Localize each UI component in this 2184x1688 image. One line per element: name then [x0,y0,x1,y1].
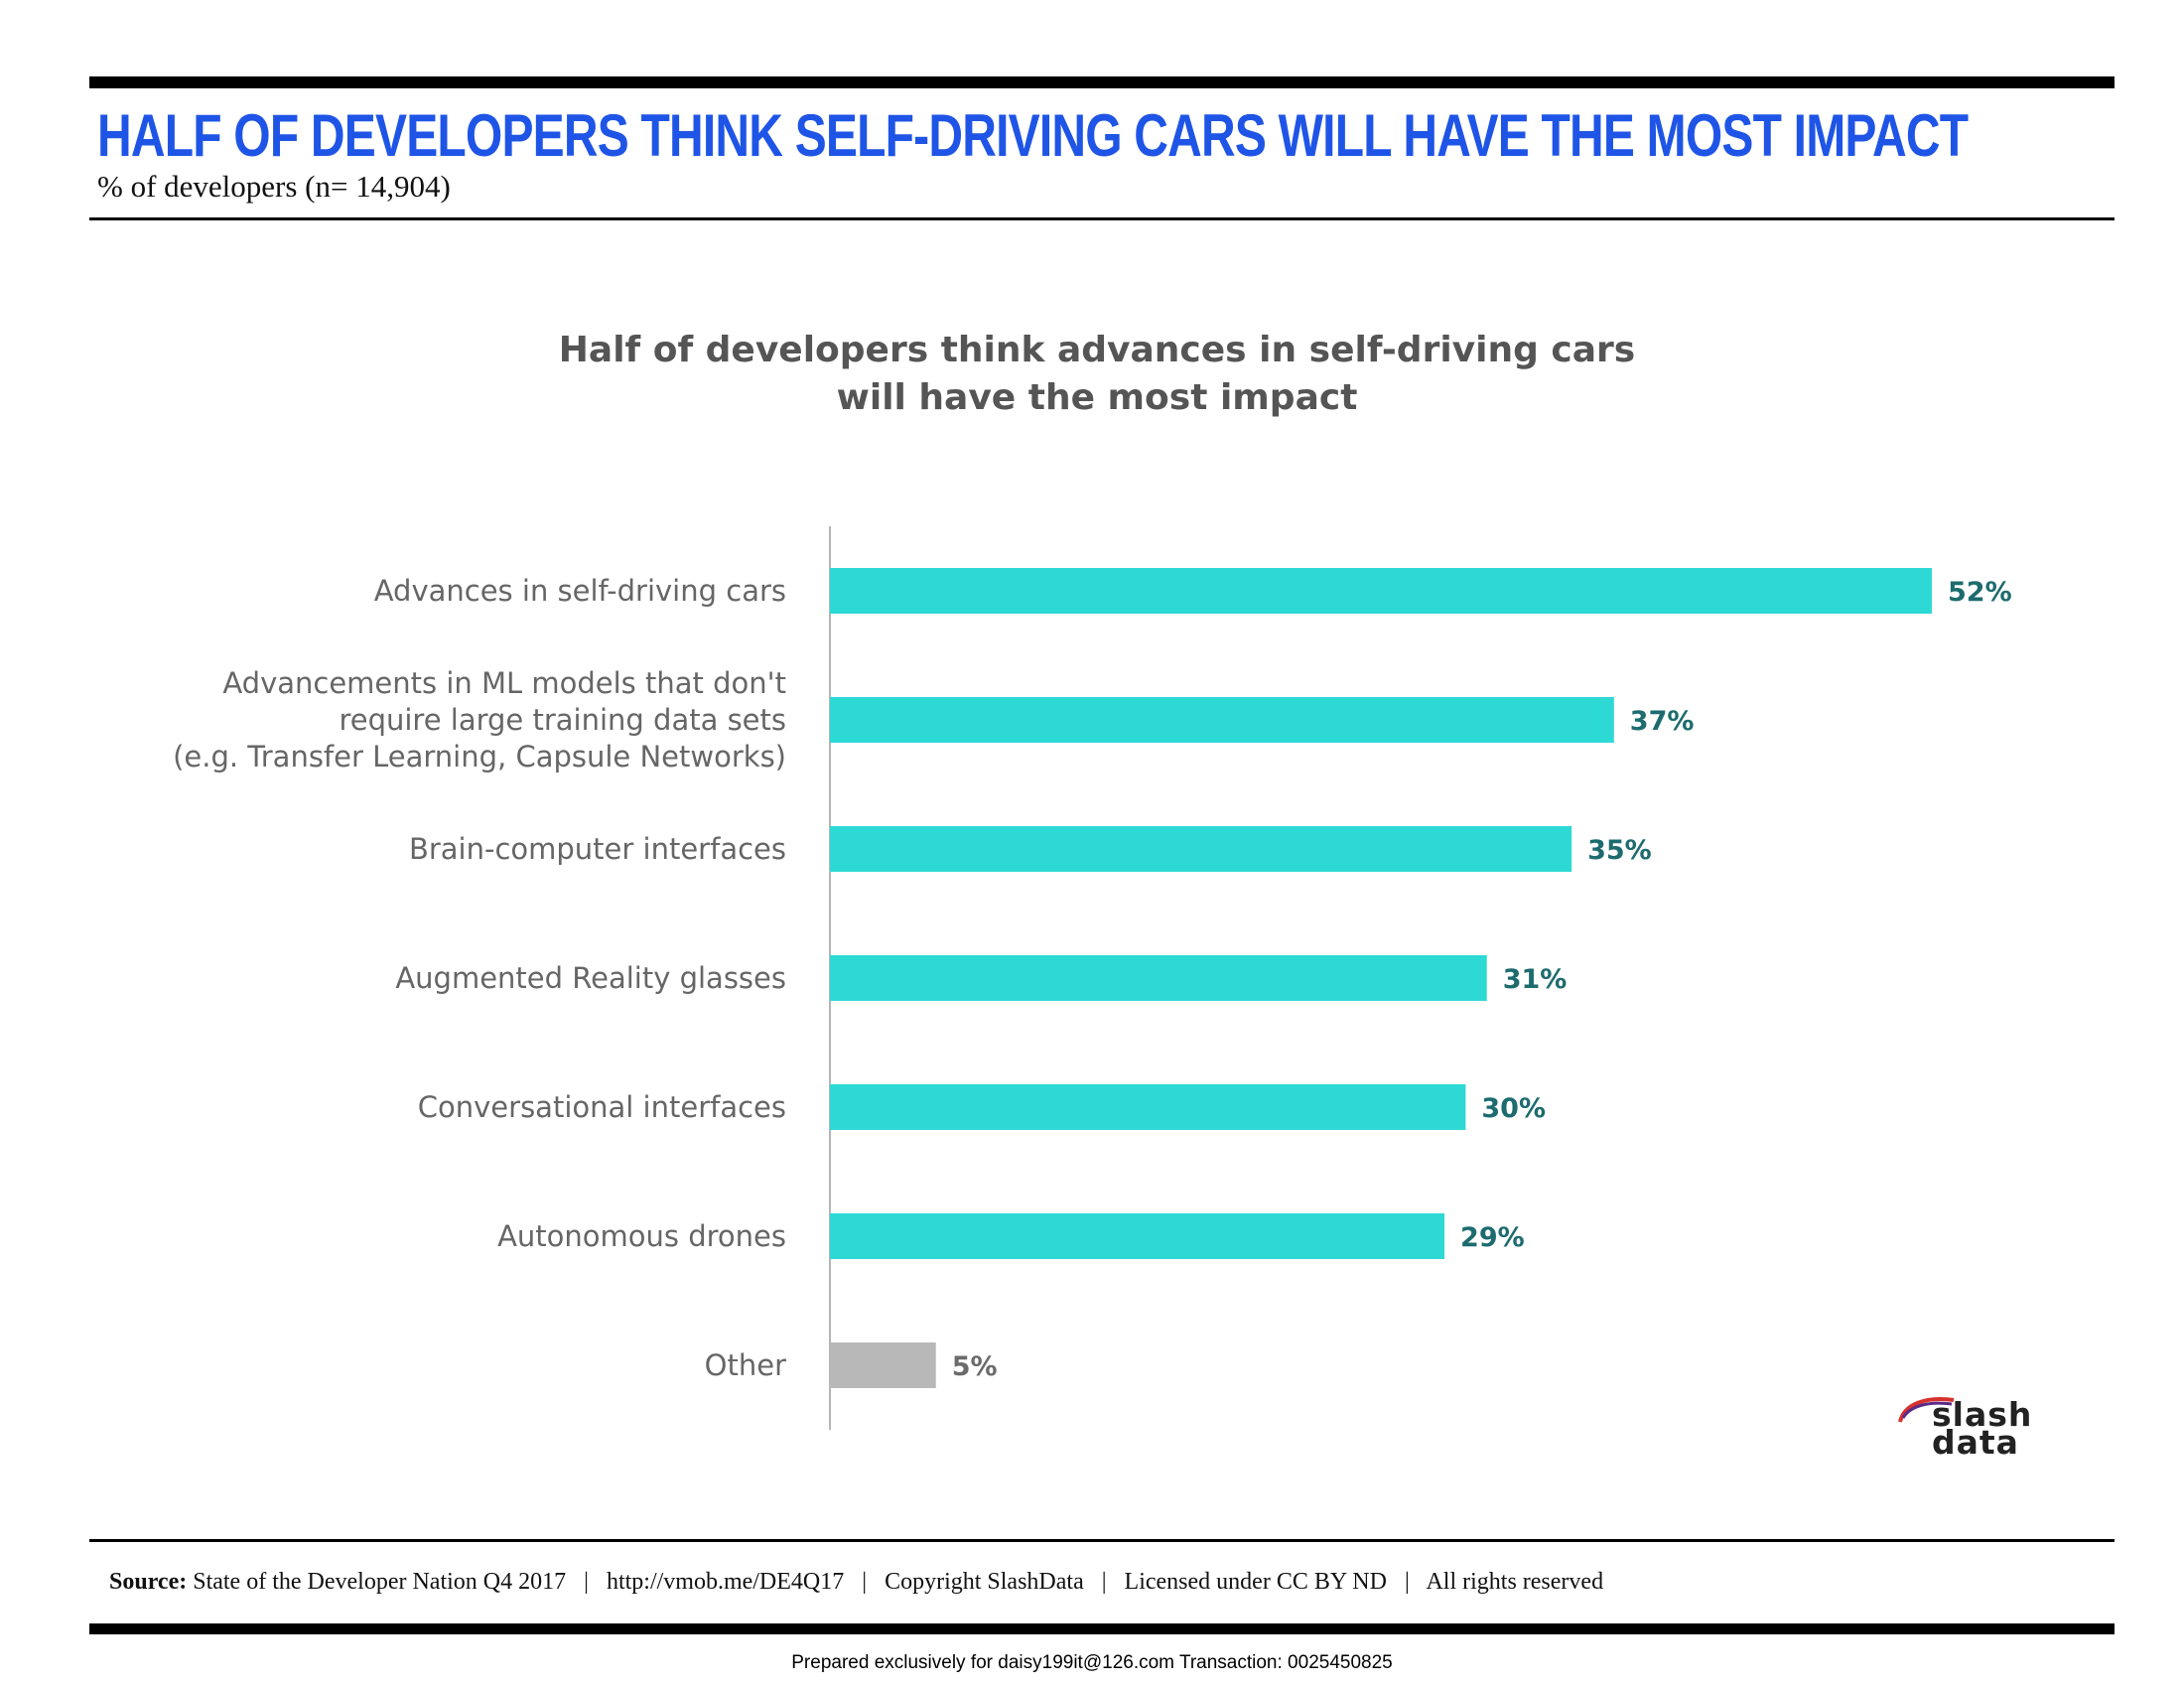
value-label: 30% [1481,1093,1546,1124]
bar [830,955,1487,1001]
separator: | [862,1569,868,1595]
category-label: Other [705,1348,786,1382]
bar [830,1342,936,1388]
category-label: (e.g. Transfer Learning, Capsule Network… [173,740,786,774]
prepared-note: Prepared exclusively for daisy199it@126.… [791,1652,1393,1673]
value-label: 52% [1948,577,2012,608]
top-rule [89,76,2115,88]
chart-title: Half of developers think advances in sel… [559,330,1635,418]
category-label: Advances in self-driving cars [374,574,786,608]
source-text: State of the Developer Nation Q4 2017 [193,1569,567,1595]
separator: | [1101,1569,1107,1595]
logo-word-slash: slash [1932,1395,2033,1434]
copyright-text: Copyright SlashData [885,1569,1084,1595]
category-label: Autonomous drones [497,1219,786,1253]
value-label: 35% [1587,835,1652,866]
value-label: 31% [1503,964,1568,995]
value-label: 37% [1630,706,1695,737]
page-subtitle: % of developers (n= 14,904) [97,169,451,204]
logo-arc-purple [1901,1401,1953,1419]
bars-group: 52% Advances in self-driving cars 37% Advan… [173,568,2012,1388]
bar [830,697,1614,743]
header-divider [89,217,2115,220]
bar [830,1213,1445,1259]
value-label: 29% [1460,1222,1525,1253]
slashdata-logo: slash data [1894,1388,2053,1462]
category-label: Augmented Reality glasses [395,961,786,995]
separator: | [584,1569,589,1595]
category-label: Advancements in ML models that don't [222,666,786,700]
value-label: 5% [952,1351,998,1382]
bar [830,826,1572,872]
rights-text: All rights reserved [1426,1569,1604,1595]
chart-title-line: will have the most impact [837,377,1358,418]
logo-word-data: data [1932,1423,2019,1462]
page-title: HALF OF DEVELOPERS THINK SELF-DRIVING CA… [97,102,1969,169]
source-line: Source: State of the Developer Nation Q4… [109,1569,1603,1596]
bar [830,568,1932,614]
category-label: Conversational interfaces [418,1090,786,1124]
separator: | [1404,1569,1410,1595]
category-label: require large training data sets [339,703,786,737]
footer-divider [89,1539,2115,1542]
source-label: Source: [109,1569,188,1595]
source-link[interactable]: http://vmob.me/DE4Q17 [606,1569,845,1595]
license-text: Licensed under CC BY ND [1124,1569,1387,1595]
category-label: Brain-computer interfaces [409,832,786,866]
bar [830,1084,1466,1130]
bottom-rule [89,1623,2115,1634]
chart-title-line: Half of developers think advances in sel… [559,330,1635,370]
logo-arc-red [1898,1397,1955,1423]
